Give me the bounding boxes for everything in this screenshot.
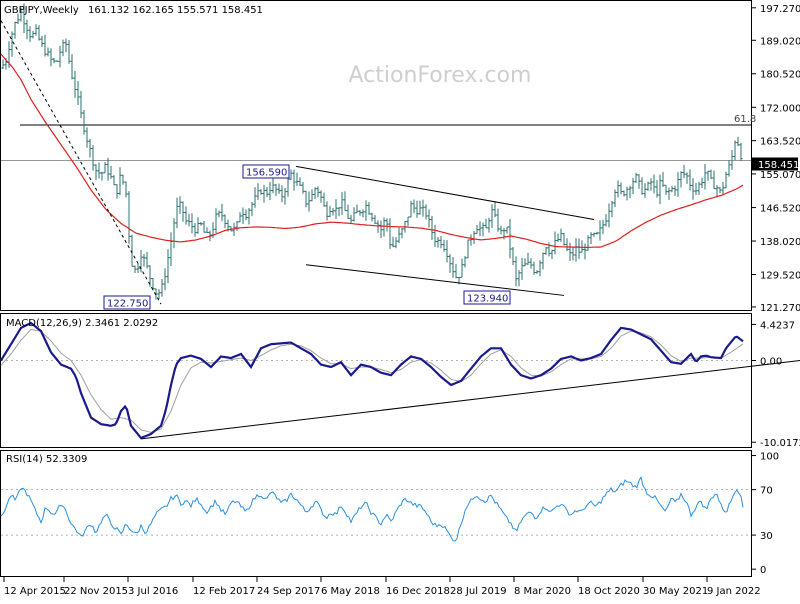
x-tick-label: 16 Dec 2018 xyxy=(386,586,450,597)
annotation-box xyxy=(103,295,151,310)
watermark: ActionForex.com xyxy=(349,63,532,88)
price-y-label: 129.520 xyxy=(760,270,800,281)
price-y-label: 172.000 xyxy=(760,103,800,114)
price-y-label: 155.070 xyxy=(760,170,800,181)
price-title-wrap: GBPJPY,Weekly 161.132 162.165 155.571 15… xyxy=(4,5,263,16)
annotation-box xyxy=(463,290,511,305)
price-annotations: 122.750 156.590 123.940 xyxy=(103,164,511,310)
rsi-panel-frame xyxy=(0,450,752,577)
price-y-label: 146.520 xyxy=(760,204,800,215)
price-panel-frame xyxy=(0,0,752,311)
symbol-timeframe: GBPJPY,Weekly xyxy=(4,5,79,16)
rsi-y-label: 0 xyxy=(760,565,766,576)
annotation-label: 156.590 xyxy=(246,168,287,179)
macd-trendline xyxy=(140,360,800,440)
x-tick-label: 18 Oct 2020 xyxy=(578,586,640,597)
rsi-y-label: 100 xyxy=(760,452,779,463)
rsi-title: RSI(14) 52.3309 xyxy=(6,454,87,465)
macd-y-label: 4.4237 xyxy=(760,320,795,331)
fib-618-label: 61.8 xyxy=(734,114,756,125)
rsi-lines: 100 70 30 0 xyxy=(0,452,779,576)
price-y-label: 138.020 xyxy=(760,237,800,248)
rsi-line xyxy=(0,475,744,542)
x-tick-label: 22 Nov 2015 xyxy=(64,586,128,597)
moving-average-line xyxy=(0,53,744,248)
price-bars xyxy=(1,3,743,300)
price-y-label: 189.020 xyxy=(760,36,800,47)
price-grid: 61.8 xyxy=(1,114,756,161)
macd-panel-frame xyxy=(0,313,752,448)
x-tick-label: 24 Sep 2017 xyxy=(257,586,320,597)
x-tick-label: 28 Jul 2019 xyxy=(450,586,507,597)
trendline xyxy=(0,20,162,305)
macd-main-line xyxy=(0,321,744,440)
macd-title: MACD(12,26,9) 2.3461 2.0292 xyxy=(6,318,158,329)
rsi-y-label: 70 xyxy=(760,486,773,497)
x-tick-label: 12 Feb 2017 xyxy=(193,586,255,597)
x-tick-label: 8 Mar 2020 xyxy=(514,586,571,597)
annotation-label: 123.940 xyxy=(467,294,508,305)
moving-average-path xyxy=(0,53,744,248)
annotation-label: 122.750 xyxy=(107,299,148,310)
price-y-label: 180.520 xyxy=(760,70,800,81)
annotation-box xyxy=(242,164,290,179)
price-axis-labels: 197.270 189.020 180.520 172.000 163.520 155.0… xyxy=(751,4,800,314)
price-trendlines xyxy=(0,20,595,305)
ohlc-values: 161.132 162.165 155.571 158.451 xyxy=(88,5,263,16)
price-y-label: 163.520 xyxy=(760,137,800,148)
last-price-tag xyxy=(752,157,798,171)
x-tick-label: 12 Apr 2015 xyxy=(4,586,66,597)
x-tick-label: 30 May 2021 xyxy=(643,586,708,597)
price-y-label: 197.270 xyxy=(760,4,800,15)
trendline xyxy=(305,264,565,296)
x-tick-label: 3 Jul 2016 xyxy=(128,586,178,597)
trendline xyxy=(295,165,595,220)
price-y-label: 121.270 xyxy=(760,303,800,314)
x-tick-label: 6 May 2018 xyxy=(321,586,380,597)
last-price-value: 158.451 xyxy=(758,160,799,171)
rsi-y-label: 30 xyxy=(760,531,773,542)
macd-y-label: 0.00 xyxy=(760,357,782,368)
x-tick-label: 9 Jan 2022 xyxy=(707,586,761,597)
